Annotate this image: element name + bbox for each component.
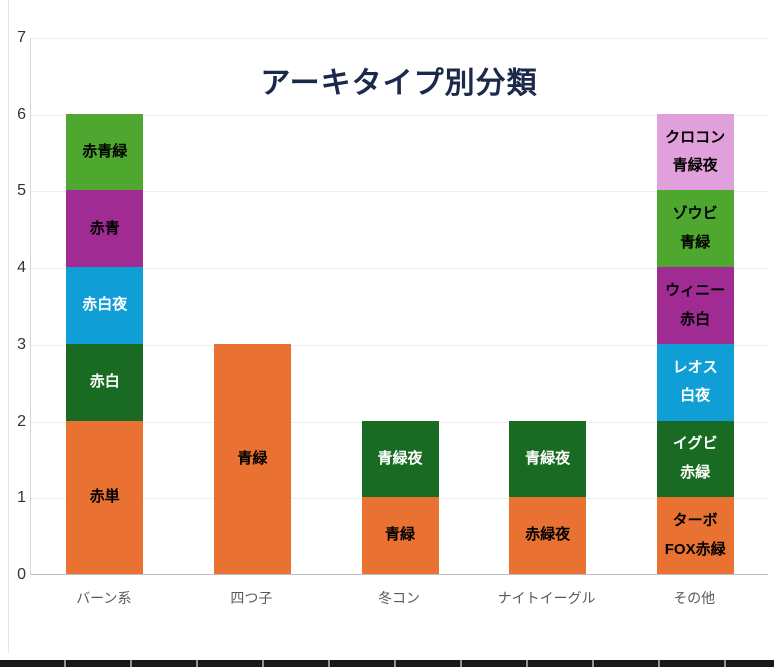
bar-segment-label: ゾウビ: [672, 205, 718, 223]
bar-segment[interactable]: クロコン 青緑夜: [656, 113, 734, 191]
y-axis-label: 2: [17, 412, 26, 430]
x-axis-category-label: その他: [673, 590, 716, 606]
gridline: [31, 114, 768, 116]
bar-segment-label: 赤白夜: [82, 296, 128, 314]
bar-segment[interactable]: 赤青緑: [66, 113, 144, 191]
bar[interactable]: 赤単 赤白 赤白夜 赤青 赤青緑: [66, 113, 144, 574]
bar-segment-label: 白夜: [680, 387, 711, 405]
bar[interactable]: 赤緑夜 青緑夜: [509, 420, 587, 574]
bar-segment-label: ウィニー: [665, 282, 726, 300]
x-axis-category-label: 四つ子: [230, 590, 273, 606]
bar-segment-label: 赤緑: [680, 463, 711, 481]
bar-segment-label: 青緑夜: [377, 449, 423, 467]
bar-segment-label: 赤白: [89, 372, 120, 390]
gridline: [31, 268, 768, 270]
spreadsheet-cells-strip: [0, 660, 774, 667]
plot-area: 赤単 赤白 赤白夜 赤青 赤青緑 青緑 青緑 青緑夜 赤緑夜 青緑夜 ターボ FOX赤緑 イグビ 赤緑 レオ…: [30, 38, 768, 575]
bar-segment-label: 赤白: [680, 310, 711, 328]
x-axis-category-label: 冬コン: [377, 590, 420, 606]
y-axis-label: 4: [17, 259, 26, 277]
y-axis-label: 6: [17, 105, 26, 123]
bar-segment-label: 赤青緑: [82, 142, 128, 160]
bar-segment[interactable]: 赤単: [66, 420, 144, 574]
bar-segment[interactable]: 赤緑夜: [509, 497, 587, 574]
bar-segment-label: クロコン: [665, 128, 726, 146]
bar-segment[interactable]: 赤白夜: [66, 267, 144, 344]
bar-segment-label: 青緑夜: [672, 157, 718, 175]
bar-segment[interactable]: ゾウビ 青緑: [656, 190, 734, 268]
bar-segment[interactable]: 青緑: [213, 343, 291, 574]
bar-segment-label: ターボ: [672, 512, 718, 530]
bar-segment-label: 青緑夜: [525, 449, 571, 467]
bar[interactable]: 青緑 青緑夜: [361, 420, 439, 574]
x-axis-category-label: バーン系: [76, 590, 132, 606]
chart-title[interactable]: アーキタイプ別分類: [260, 67, 538, 100]
bar-segment[interactable]: 青緑: [361, 497, 439, 574]
gridline: [31, 191, 768, 193]
chart-frame-border: [8, 0, 9, 653]
bar-segment[interactable]: イグビ 赤緑: [656, 420, 734, 498]
bar-segment[interactable]: ウィニー 赤白: [656, 267, 734, 344]
gridline: [31, 38, 768, 39]
bar-segment-label: FOX赤緑: [664, 540, 726, 558]
bar-segment-label: レオス: [672, 358, 718, 376]
y-axis-label: 7: [17, 29, 26, 46]
bar[interactable]: ターボ FOX赤緑 イグビ 赤緑 レオス 白夜 ウィニー 赤白 ゾウビ 青緑 クロコン 青緑夜: [656, 113, 734, 574]
y-axis-label: 5: [17, 182, 26, 200]
bar-segment-label: イグビ: [672, 435, 718, 453]
bar-segment-label: 赤青: [89, 219, 120, 237]
bar-segment[interactable]: レオス 白夜: [656, 343, 734, 421]
bar-segment-label: 青緑: [680, 233, 711, 251]
bar-segment[interactable]: 青緑夜: [509, 420, 587, 498]
bar-segment-label: 赤緑夜: [525, 526, 571, 544]
bar-segment-label: 青緑: [384, 526, 415, 544]
bar[interactable]: 青緑: [213, 343, 291, 574]
gridline: [31, 344, 768, 346]
bar-segment-label: 赤単: [89, 488, 120, 506]
y-axis-label: 3: [17, 335, 26, 353]
bar-segment[interactable]: 赤白: [66, 343, 144, 421]
y-axis-label: 1: [17, 489, 26, 507]
bar-segment[interactable]: ターボ FOX赤緑: [656, 497, 734, 574]
bar-segment-label: 青緑: [237, 449, 268, 467]
bar-segment[interactable]: 赤青: [66, 190, 144, 268]
y-axis-label: 0: [17, 566, 26, 583]
x-axis-category-label: ナイトイーグル: [497, 590, 596, 606]
bar-segment[interactable]: 青緑夜: [361, 420, 439, 498]
